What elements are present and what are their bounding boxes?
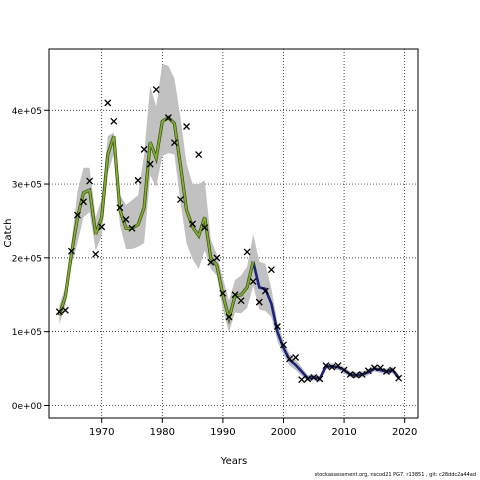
observed-catch-point <box>195 151 203 158</box>
observed-catch-point <box>334 362 342 370</box>
observed-catch-point <box>55 308 63 316</box>
x-tick-label: 1970 <box>89 427 114 438</box>
observed-catch-point <box>219 289 227 297</box>
y-tick-label: 2e+05 <box>12 254 42 264</box>
plot-frame <box>48 48 419 419</box>
observed-catch-point <box>286 355 294 363</box>
y-axis: 0e+00 1e+05 2e+05 3e+05 4e+05 <box>12 107 49 412</box>
x-tick-label: 1990 <box>210 427 235 438</box>
observed-catch-point <box>243 248 251 256</box>
observed-catch-point <box>249 278 257 285</box>
observed-catch-point <box>376 364 384 372</box>
observed-catch-point <box>80 198 87 206</box>
observed-catch-point <box>61 306 69 314</box>
x-tick-label: 2010 <box>331 427 356 438</box>
observed-catch-point <box>389 366 397 374</box>
observed-catch-point <box>189 220 197 228</box>
observed-catch-point <box>86 177 94 185</box>
observed-catch-point <box>152 86 160 94</box>
observed-catch-point <box>237 297 245 305</box>
y-tick-label: 1e+05 <box>12 328 42 338</box>
observed-catch-point <box>280 341 287 349</box>
observed-catch-point <box>116 204 124 212</box>
observed-catch-point <box>395 374 403 382</box>
estimate-line-early <box>58 116 255 322</box>
observed-catch-point <box>231 291 239 299</box>
observed-catch-point <box>273 323 281 330</box>
observed-catch-point <box>352 371 360 379</box>
y-tick-label: 0e+00 <box>12 402 43 412</box>
observed-catch-point <box>346 370 354 378</box>
y-tick-label: 4e+05 <box>12 107 42 117</box>
observed-catch-point <box>340 366 348 374</box>
observed-catch-point <box>310 373 318 381</box>
observed-catch-point <box>255 298 263 306</box>
observed-catch-point <box>225 313 233 321</box>
observed-catch-point <box>322 362 330 370</box>
observed-catch-point <box>207 258 215 266</box>
observed-catch-point <box>383 368 390 375</box>
observed-catch-point <box>292 354 300 361</box>
observed-catch-point <box>261 287 269 295</box>
observed-catch-point <box>98 223 106 231</box>
y-tick-label: 3e+05 <box>12 181 42 191</box>
footer-credit: stockassessment.org, nscod21 PG7, r13851… <box>314 472 476 478</box>
observed-catch-point <box>298 376 306 384</box>
observed-catch-point <box>213 254 221 262</box>
x-tick-label: 1980 <box>150 427 175 438</box>
observed-catch-point <box>74 211 81 219</box>
observed-catch-point <box>104 99 112 107</box>
x-tick-label: 2000 <box>271 427 296 438</box>
observed-catch-point <box>267 266 275 274</box>
observed-catch-point <box>170 139 178 147</box>
observed-catch-point <box>358 370 366 378</box>
x-tick-label: 2020 <box>392 427 417 438</box>
observed-catch-point <box>134 176 142 184</box>
observed-catch-point <box>67 247 75 255</box>
observed-catch-point <box>328 363 336 371</box>
observed-catch-point <box>370 364 378 372</box>
observed-catch-markers <box>55 86 403 384</box>
observed-catch-point <box>177 196 184 204</box>
observed-catch-point <box>316 375 324 383</box>
observed-catch-point <box>201 224 209 232</box>
observed-catch-point <box>122 216 130 223</box>
y-axis-label: Catch <box>3 219 14 248</box>
observed-catch-point <box>92 250 100 258</box>
observed-catch-point <box>164 114 172 122</box>
observed-catch-point <box>146 160 154 168</box>
x-axis: 1970 1980 1990 2000 2010 2020 <box>89 418 417 438</box>
observed-catch-point <box>128 224 136 232</box>
observed-catch-point <box>110 117 118 125</box>
x-axis-label: Years <box>220 456 247 467</box>
observed-catch-point <box>364 367 372 375</box>
observed-catch-point <box>140 145 148 153</box>
observed-catch-point <box>183 123 191 130</box>
observed-catch-point <box>304 375 312 383</box>
